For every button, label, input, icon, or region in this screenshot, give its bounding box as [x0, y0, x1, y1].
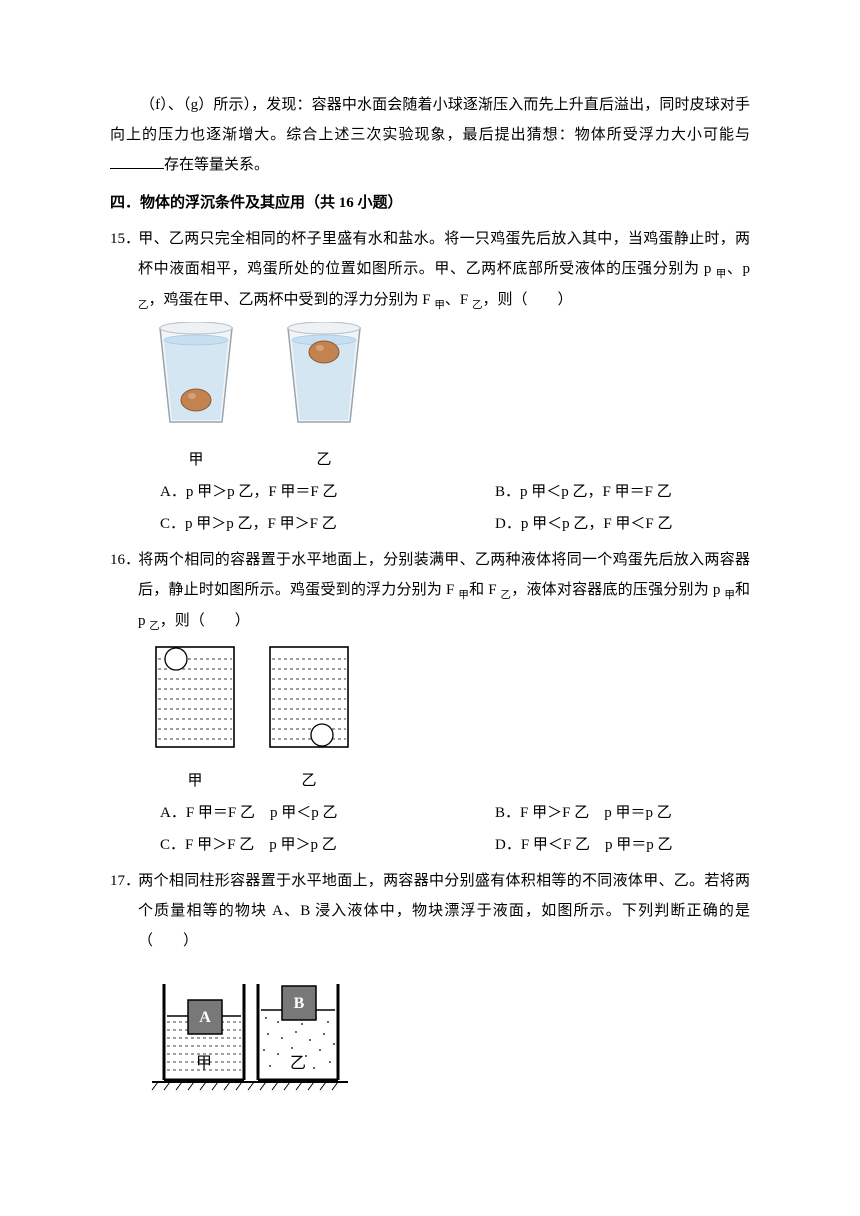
sub-yi: 乙 [138, 300, 149, 311]
sub-yi: 乙 [472, 300, 483, 311]
q15-tail1: 、p [727, 261, 750, 277]
q15-option-a: A．p 甲＞p 乙，F 甲＝F 乙 [160, 477, 415, 507]
question-number: 17． [110, 866, 138, 896]
q17-text: 两个相同柱形容器置于水平地面上，两容器中分别盛有体积相等的不同液体甲、乙。若将两… [138, 873, 750, 949]
q16-tail4: ，则（ ） [160, 613, 250, 629]
q15-option-b: B．p 甲＜p 乙，F 甲＝F 乙 [495, 477, 750, 507]
q15-text: 甲、乙两只完全相同的杯子里盛有水和盐水。将一只鸡蛋先后放入其中，当鸡蛋静止时，两… [138, 231, 750, 277]
block-a-label: A [199, 1009, 211, 1026]
q16-figure: 甲 乙 [110, 643, 750, 796]
glass-yi-label: 乙 [278, 445, 370, 475]
sub-jia: 甲 [458, 590, 469, 601]
fill-blank [110, 155, 164, 169]
question-15-stem: 15．甲、乙两只完全相同的杯子里盛有水和盐水。将一只鸡蛋先后放入其中，当鸡蛋静止… [110, 224, 750, 316]
box-yi-svg [264, 643, 354, 753]
question-17-stem: 17．两个相同柱形容器置于水平地面上，两容器中分别盛有体积相等的不同液体甲、乙。… [110, 866, 750, 956]
intro-paragraph: （f）、（g）所示），发现：容器中水面会随着小球逐渐压入而先上升直后溢出，同时皮… [110, 90, 750, 180]
box-jia-svg [150, 643, 240, 753]
q15-tail2: ，鸡蛋在甲、乙两杯中受到的浮力分别为 F [149, 292, 435, 308]
q16-options: A．F 甲＝F 乙 p 甲＜p 乙 B．F 甲＞F 乙 p 甲＝p 乙 C．F … [110, 798, 750, 860]
q15-tail4: ，则（ ） [482, 292, 572, 308]
q15-option-d: D．p 甲＜p 乙，F 甲＜F 乙 [495, 509, 750, 539]
question-16: 16．将两个相同的容器置于水平地面上，分别装满甲、乙两种液体将同一个鸡蛋先后放入… [110, 545, 750, 860]
q15-tail3: 、F [445, 292, 472, 308]
question-number: 15． [110, 224, 138, 254]
glass-jia: 甲 [150, 322, 242, 475]
section-4-title: 四．物体的浮沉条件及其应用（共 16 小题） [110, 188, 750, 218]
q16-option-a: A．F 甲＝F 乙 p 甲＜p 乙 [160, 798, 415, 828]
question-16-stem: 16．将两个相同的容器置于水平地面上，分别装满甲、乙两种液体将同一个鸡蛋先后放入… [110, 545, 750, 637]
box-yi-label: 乙 [264, 766, 354, 796]
q16-tail2: ，液体对容器底的压强分别为 p [511, 582, 724, 598]
liquid-jia-label: 甲 [196, 1055, 212, 1072]
q16-option-d: D．F 甲＜F 乙 p 甲＝p 乙 [495, 830, 750, 860]
q16-option-b: B．F 甲＞F 乙 p 甲＝p 乙 [495, 798, 750, 828]
question-17: 17．两个相同柱形容器置于水平地面上，两容器中分别盛有体积相等的不同液体甲、乙。… [110, 866, 750, 1094]
q17-figure: A 甲 B 乙 [110, 964, 750, 1094]
box-yi: 乙 [264, 643, 354, 796]
q16-option-c: C．F 甲＞F 乙 p 甲＞p 乙 [160, 830, 415, 860]
sub-jia: 甲 [434, 300, 445, 311]
q15-options: A．p 甲＞p 乙，F 甲＝F 乙 B．p 甲＜p 乙，F 甲＝F 乙 C．p … [110, 477, 750, 539]
sub-jia: 甲 [724, 590, 735, 601]
glass-yi-svg [278, 322, 370, 432]
glass-jia-label: 甲 [150, 445, 242, 475]
sub-jia: 甲 [716, 269, 727, 280]
q15-option-c: C．p 甲＞p 乙，F 甲＞F 乙 [160, 509, 415, 539]
intro-text-1: （f）、（g）所示），发现：容器中水面会随着小球逐渐压入而先上升直后溢出，同时皮… [110, 97, 750, 143]
sub-yi: 乙 [501, 590, 512, 601]
question-15: 15．甲、乙两只完全相同的杯子里盛有水和盐水。将一只鸡蛋先后放入其中，当鸡蛋静止… [110, 224, 750, 539]
liquid-yi-label: 乙 [290, 1055, 306, 1072]
q17-svg: A 甲 B 乙 [150, 964, 350, 1094]
box-jia: 甲 [150, 643, 240, 796]
glass-yi: 乙 [278, 322, 370, 475]
intro-text-2: 存在等量关系。 [164, 157, 269, 173]
block-b-label: B [294, 995, 305, 1012]
q16-tail1: 和 F [469, 582, 500, 598]
box-jia-label: 甲 [150, 766, 240, 796]
sub-yi: 乙 [149, 621, 160, 632]
question-number: 16． [110, 545, 138, 575]
q15-figure: 甲 乙 [110, 322, 750, 475]
glass-jia-svg [150, 322, 242, 432]
